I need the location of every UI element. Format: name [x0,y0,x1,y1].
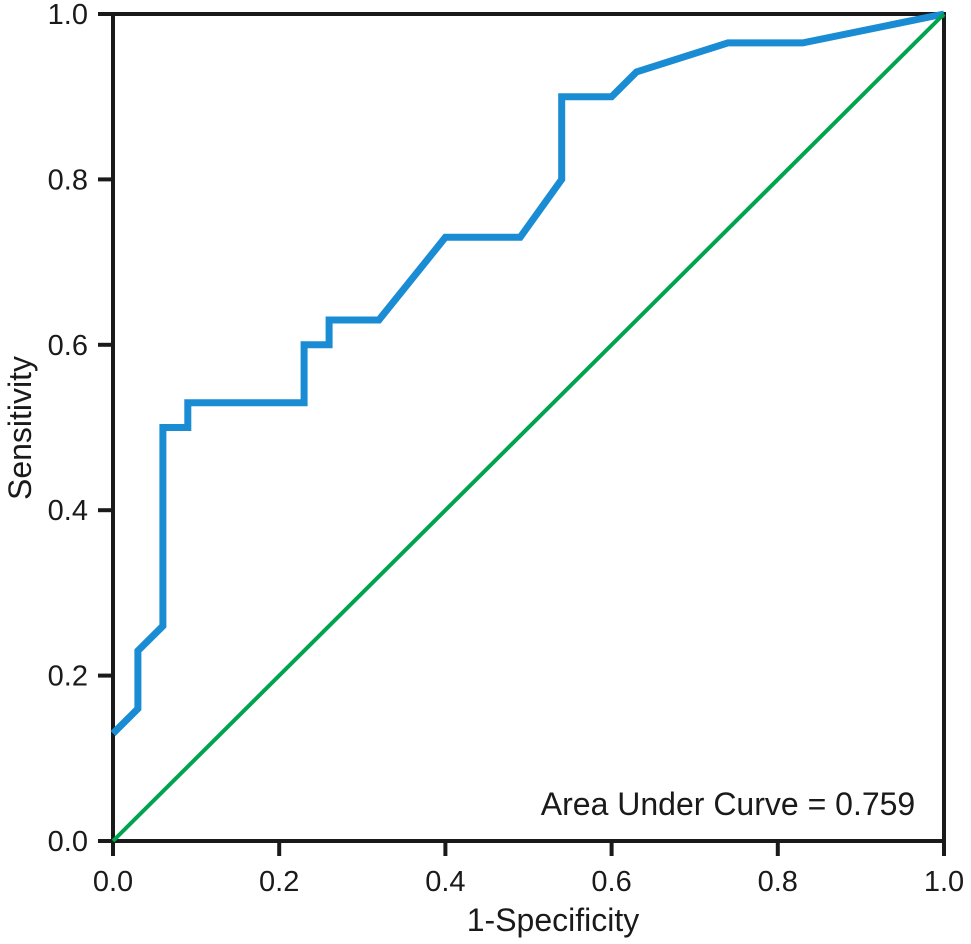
y-tick-label: 0.2 [48,661,88,693]
x-tick-label: 1.0 [924,866,964,898]
x-tick-label: 0.8 [758,866,798,898]
y-tick-label: 0.8 [48,164,88,196]
x-tick-label: 0.0 [93,866,133,898]
x-tick-label: 0.2 [259,866,299,898]
auc-annotation: Area Under Curve = 0.759 [541,786,915,822]
y-axis-title: Sensitivity [2,356,38,500]
y-tick-label: 0.6 [48,330,88,362]
y-tick-label: 1.0 [48,0,88,31]
x-tick-label: 0.6 [591,866,631,898]
axis-ticks: 0.0 0.2 0.4 0.6 0.8 1.0 0.0 0.2 0.4 0.6 0.8 1.0 [48,0,964,898]
y-tick-label: 0.4 [48,495,88,527]
x-axis-title: 1-Specificity [467,902,640,938]
x-tick-label: 0.4 [425,866,465,898]
y-tick-label: 0.0 [48,826,88,858]
plot-border [111,12,946,843]
roc-curve [110,10,945,736]
reference-line [111,12,946,843]
plot-area [110,10,946,843]
